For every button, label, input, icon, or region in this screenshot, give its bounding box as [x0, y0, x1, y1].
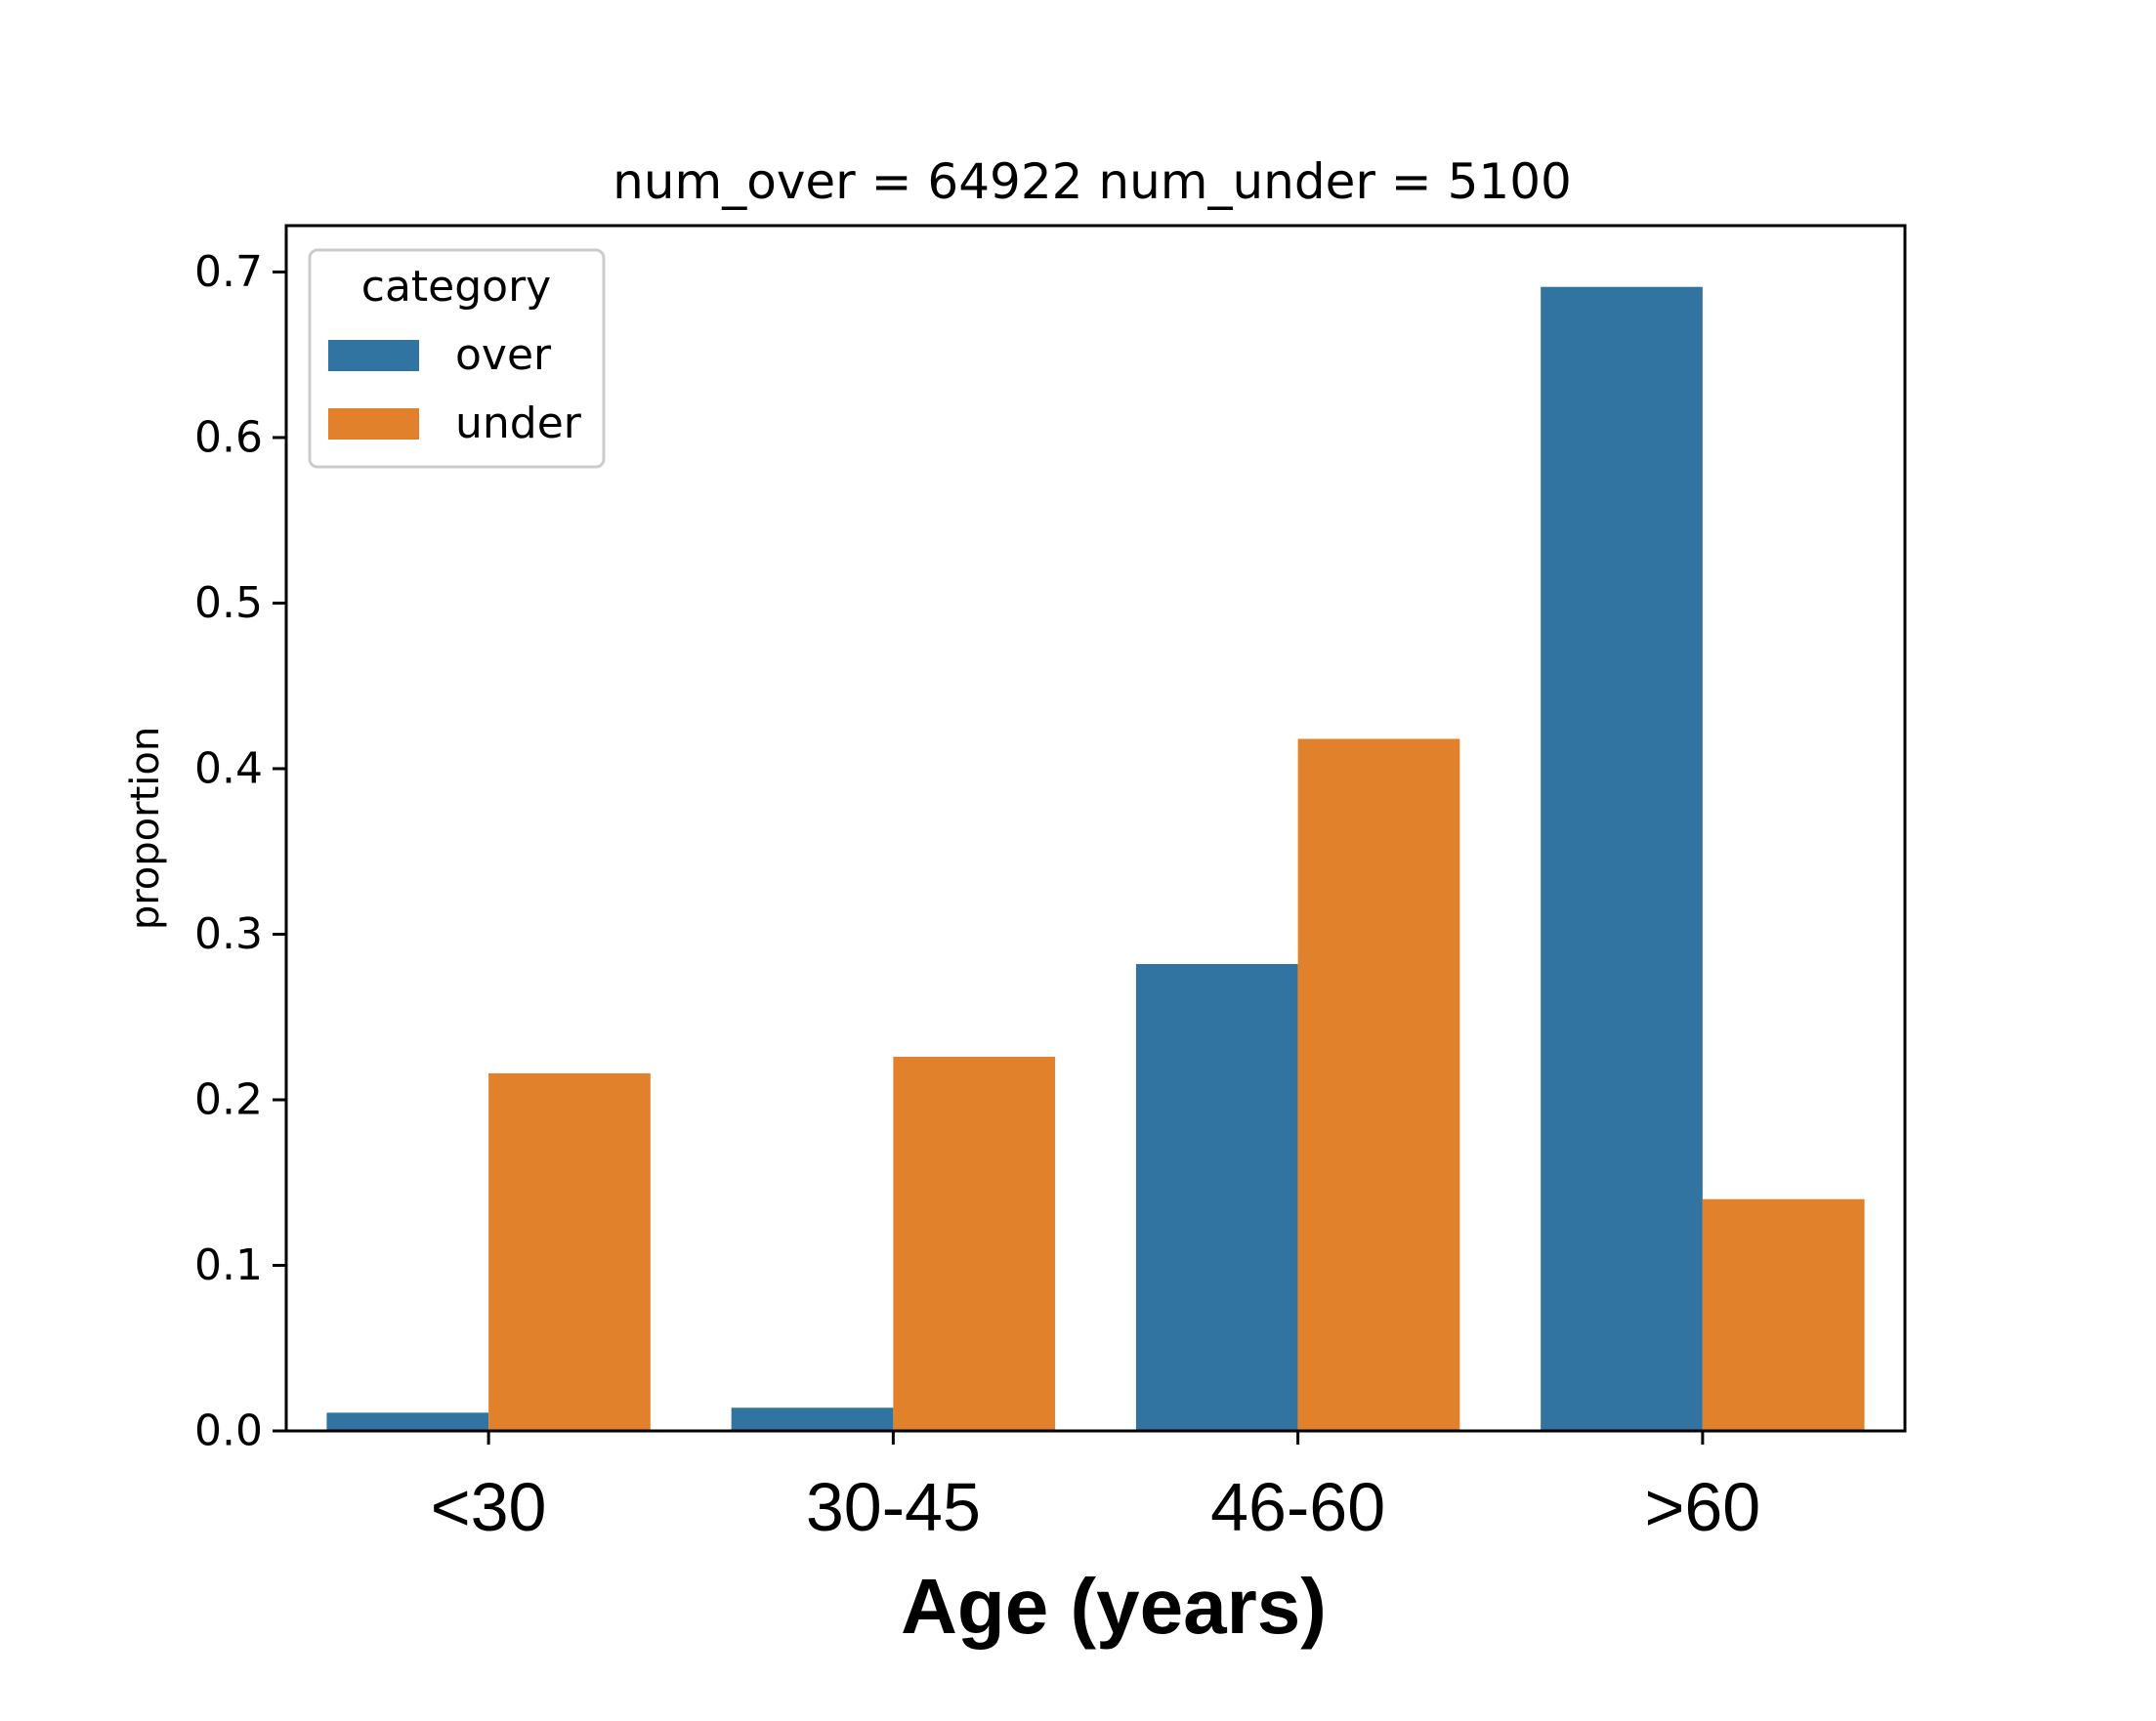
y-tick-label: 0.6	[194, 412, 263, 462]
y-tick-label: 0.2	[194, 1074, 263, 1124]
y-tick-label: 0.5	[194, 578, 263, 628]
x-tick-label: 30-45	[806, 1469, 981, 1545]
legend-label-under: under	[455, 399, 582, 448]
x-tick-label: 46-60	[1210, 1469, 1385, 1545]
x-axis: <30 30-45 46-60 >60	[431, 1431, 1761, 1545]
bar-over-3	[1541, 286, 1703, 1432]
chart-title: num_over = 64922 num_under = 5100	[613, 153, 1572, 210]
bar-under-3	[1702, 1198, 1865, 1431]
y-axis: 0.0 0.1 0.2 0.3 0.4 0.5 0.6 0.7	[194, 247, 286, 1456]
y-tick-label: 0.3	[194, 909, 263, 959]
y-tick-label: 0.7	[194, 247, 263, 297]
bars	[326, 286, 1865, 1432]
bar-under-1	[893, 1056, 1056, 1431]
bar-over-1	[731, 1407, 894, 1431]
bar-over-0	[326, 1412, 489, 1431]
legend-title: category	[361, 262, 551, 312]
y-tick-label: 0.4	[194, 743, 263, 793]
y-tick-label: 0.0	[194, 1406, 263, 1456]
y-tick-label: 0.1	[194, 1240, 263, 1290]
x-tick-label: <30	[431, 1469, 547, 1545]
bar-under-2	[1297, 738, 1460, 1431]
legend: category over under	[308, 248, 606, 469]
legend-label-over: over	[455, 330, 552, 380]
y-axis-label: proportion	[123, 727, 168, 930]
x-axis-label: Age (years)	[901, 1563, 1327, 1650]
bar-under-0	[488, 1072, 651, 1431]
bar-over-2	[1135, 963, 1298, 1431]
plot-frame	[284, 224, 1907, 1433]
x-tick-label: >60	[1645, 1469, 1761, 1545]
legend-swatch-over	[328, 340, 419, 371]
legend-swatch-under	[328, 408, 419, 440]
